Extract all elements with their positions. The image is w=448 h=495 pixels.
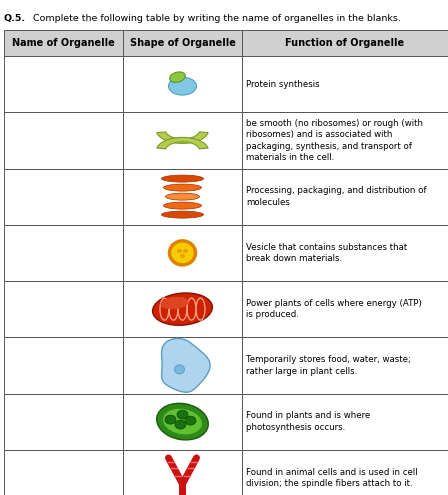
Ellipse shape (185, 416, 196, 425)
Ellipse shape (165, 415, 176, 424)
Text: Function of Organelle: Function of Organelle (285, 38, 405, 48)
Bar (242, 112, 448, 168)
Bar (242, 394, 448, 450)
Bar (242, 225, 448, 281)
Bar (4, 30, 123, 56)
Text: Found in animal cells and is used in cell
division; the spindle fibers attach to: Found in animal cells and is used in cel… (246, 468, 418, 488)
Ellipse shape (174, 365, 185, 374)
Bar (4, 112, 123, 168)
Bar (123, 112, 242, 168)
Bar (242, 30, 448, 56)
Text: Processing, packaging, and distribution of
molecules: Processing, packaging, and distribution … (246, 187, 426, 207)
Polygon shape (162, 339, 210, 392)
Ellipse shape (157, 403, 208, 440)
Text: Temporarily stores food, water, waste;
rather large in plant cells.: Temporarily stores food, water, waste; r… (246, 355, 411, 376)
Bar (242, 56, 448, 112)
Bar (123, 225, 242, 281)
Text: be smooth (no ribosomes) or rough (with
ribosomes) and is associated with
packag: be smooth (no ribosomes) or rough (with … (246, 119, 423, 162)
Bar (123, 56, 242, 112)
Bar (4, 394, 123, 450)
Text: Found in plants and is where
photosynthesis occurs.: Found in plants and is where photosynthe… (246, 411, 370, 432)
Text: Power plants of cells where energy (ATP)
is produced.: Power plants of cells where energy (ATP)… (246, 299, 422, 319)
Ellipse shape (163, 408, 202, 435)
Bar (4, 56, 123, 112)
Ellipse shape (175, 420, 186, 429)
Bar (123, 450, 242, 495)
Ellipse shape (165, 193, 199, 200)
Ellipse shape (169, 241, 195, 265)
Ellipse shape (164, 202, 202, 209)
Ellipse shape (177, 410, 188, 419)
Text: Vesicle that contains substances that
break down materials.: Vesicle that contains substances that br… (246, 243, 407, 263)
Bar (123, 30, 242, 56)
Bar (242, 168, 448, 225)
Text: Name of Organelle: Name of Organelle (12, 38, 115, 48)
Bar (4, 337, 123, 394)
Polygon shape (157, 132, 208, 144)
Ellipse shape (161, 211, 203, 218)
Ellipse shape (168, 77, 197, 95)
Bar (123, 281, 242, 337)
Ellipse shape (153, 293, 212, 325)
Ellipse shape (160, 297, 189, 309)
Bar (4, 168, 123, 225)
Polygon shape (157, 138, 208, 149)
Ellipse shape (164, 184, 202, 191)
Bar (242, 281, 448, 337)
Ellipse shape (180, 254, 185, 258)
Bar (4, 225, 123, 281)
Text: Protein synthesis: Protein synthesis (246, 80, 319, 89)
Bar (123, 168, 242, 225)
Bar (4, 450, 123, 495)
Ellipse shape (183, 249, 188, 253)
Ellipse shape (177, 249, 182, 253)
Bar (242, 450, 448, 495)
Bar (242, 337, 448, 394)
Text: Q.5.: Q.5. (4, 14, 26, 23)
Bar (123, 394, 242, 450)
Bar (4, 281, 123, 337)
Text: Shape of Organelle: Shape of Organelle (129, 38, 236, 48)
Ellipse shape (170, 72, 185, 82)
Ellipse shape (161, 175, 203, 182)
Text: Complete the following table by writing the name of organelles in the blanks.: Complete the following table by writing … (30, 14, 401, 23)
Bar (123, 337, 242, 394)
